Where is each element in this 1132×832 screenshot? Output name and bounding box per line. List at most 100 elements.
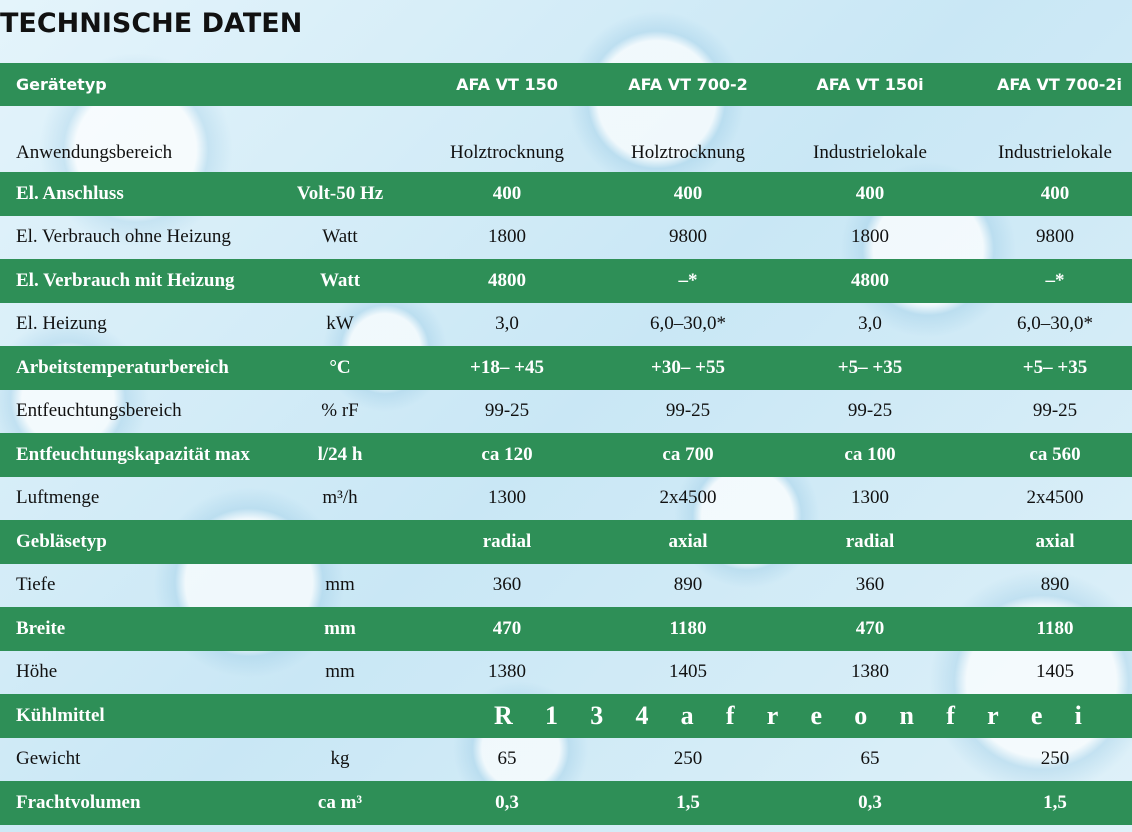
row-unit: Watt <box>322 226 358 248</box>
row-label: Gebläsetyp <box>16 530 107 552</box>
refrigerant-letter: i <box>1074 700 1082 730</box>
row-value: 400 <box>673 182 703 204</box>
row-label: El. Verbrauch ohne Heizung <box>16 226 231 248</box>
row-unit: mm <box>325 574 355 596</box>
row-value: ca 100 <box>844 443 896 465</box>
row-value: 9800 <box>1036 226 1074 248</box>
row-label: Gewicht <box>16 748 81 770</box>
table-row: El. Verbrauch ohne Heizung Watt 1800 980… <box>0 216 1132 260</box>
header-label: Gerätetyp <box>16 75 107 94</box>
row-value: Holztrocknung <box>450 142 564 163</box>
header-model: AFA VT 700-2i <box>997 75 1122 94</box>
row-label: El. Heizung <box>16 313 107 335</box>
row-unit: ca m³ <box>317 791 363 813</box>
refrigerant-letter: o <box>854 700 868 730</box>
row-value: 400 <box>855 182 885 204</box>
row-value: 1380 <box>851 661 889 683</box>
row-label: Frachtvolumen <box>16 791 141 813</box>
row-value: radial <box>845 530 895 552</box>
row-value: 1405 <box>669 661 707 683</box>
table-row: Entfeuchtungskapazität max l/24 h ca 120… <box>0 433 1132 477</box>
row-unit: °C <box>329 356 351 378</box>
row-value: 99-25 <box>665 400 711 422</box>
row-value: 1180 <box>1036 617 1074 639</box>
row-value: +5– +35 <box>837 356 903 378</box>
row-value: +30– +55 <box>651 356 725 378</box>
refrigerant-letter: 3 <box>590 700 604 730</box>
row-value: 250 <box>1040 748 1070 770</box>
refrigerant-letter: n <box>899 700 914 730</box>
refrigerant-letter: R <box>494 700 513 730</box>
row-unit: kW <box>326 313 354 335</box>
row-value: +5– +35 <box>1022 356 1088 378</box>
row-label: Arbeitstemperaturbereich <box>16 356 229 378</box>
row-value: 400 <box>492 182 522 204</box>
refrigerant-value: R 1 3 4 a f r e o n f r e i <box>400 701 1132 731</box>
row-value: ca 700 <box>662 443 714 465</box>
row-value: 890 <box>673 574 703 596</box>
refrigerant-letter: 4 <box>635 700 649 730</box>
row-unit: % rF <box>321 400 359 422</box>
row-value: 470 <box>492 617 522 639</box>
spec-table: Gerätetyp AFA VT 150 AFA VT 700-2 AFA VT… <box>0 63 1132 825</box>
row-value: 1180 <box>669 617 707 639</box>
row-unit: Watt <box>319 269 361 291</box>
row-value: 99-25 <box>847 400 893 422</box>
table-row: Arbeitstemperaturbereich °C +18– +45 +30… <box>0 346 1132 390</box>
row-label: Kühlmittel <box>16 704 105 726</box>
refrigerant-letter: f <box>946 700 955 730</box>
table-row: El. Heizung kW 3,0 6,0–30,0* 3,0 6,0–30,… <box>0 303 1132 347</box>
row-value: 250 <box>673 748 703 770</box>
row-unit: mm <box>325 661 355 683</box>
table-row: El. Verbrauch mit Heizung Watt 4800 –* 4… <box>0 259 1132 303</box>
row-value: 1800 <box>851 226 889 248</box>
row-label: Luftmenge <box>16 487 100 509</box>
row-value: 890 <box>1040 574 1070 596</box>
row-value: 3,0 <box>858 313 882 335</box>
page-title: TECHNISCHE DATEN <box>0 8 303 39</box>
row-value: 1,5 <box>1043 791 1067 813</box>
row-value: 99-25 <box>484 400 530 422</box>
row-value: 99-25 <box>1032 400 1078 422</box>
row-value: 470 <box>855 617 885 639</box>
row-unit: l/24 h <box>317 443 363 465</box>
row-label: Anwendungsbereich <box>16 142 173 163</box>
row-value: Industrielokale <box>998 142 1112 163</box>
header-model: AFA VT 150 <box>456 75 558 94</box>
table-row: Entfeuchtungsbereich % rF 99-25 99-25 99… <box>0 390 1132 434</box>
refrigerant-letter: r <box>766 700 779 730</box>
table-row: Frachtvolumen ca m³ 0,3 1,5 0,3 1,5 <box>0 781 1132 825</box>
row-label: Entfeuchtungsbereich <box>16 400 182 422</box>
table-row: Gewicht kg 65 250 65 250 <box>0 738 1132 782</box>
row-value: 0,3 <box>858 791 882 813</box>
table-row: Anwendungsbereich Holztrocknung Holztroc… <box>0 106 1132 172</box>
row-unit: Volt-50 Hz <box>296 182 384 204</box>
row-value: 3,0 <box>495 313 519 335</box>
row-value: 1800 <box>488 226 526 248</box>
row-value: axial <box>668 530 708 552</box>
row-value: 1300 <box>488 487 526 509</box>
row-value: 2x4500 <box>1026 487 1084 509</box>
table-row: Kühlmittel R 1 3 4 a f r e o n f r e i <box>0 694 1132 738</box>
row-label: Tiefe <box>16 574 56 596</box>
refrigerant-letter: e <box>1030 700 1043 730</box>
row-value: 400 <box>1040 182 1070 204</box>
row-value: radial <box>482 530 532 552</box>
row-value: 9800 <box>669 226 707 248</box>
row-label: El. Verbrauch mit Heizung <box>16 269 235 291</box>
row-value: 4800 <box>488 269 526 291</box>
row-label: Breite <box>16 617 66 639</box>
row-label: El. Anschluss <box>16 182 124 204</box>
row-value: 2x4500 <box>659 487 717 509</box>
row-label: Entfeuchtungskapazität max <box>16 443 250 465</box>
row-value: ca 560 <box>1029 443 1081 465</box>
row-value: 6,0–30,0* <box>1017 313 1093 335</box>
refrigerant-letter: a <box>680 700 694 730</box>
refrigerant-letter: 1 <box>545 700 558 730</box>
row-value: axial <box>1035 530 1075 552</box>
row-value: 6,0–30,0* <box>650 313 726 335</box>
table-row: Breite mm 470 1180 470 1180 <box>0 607 1132 651</box>
row-value: 360 <box>492 574 522 596</box>
table-row: El. Anschluss Volt-50 Hz 400 400 400 400 <box>0 172 1132 216</box>
row-value: 1,5 <box>676 791 700 813</box>
